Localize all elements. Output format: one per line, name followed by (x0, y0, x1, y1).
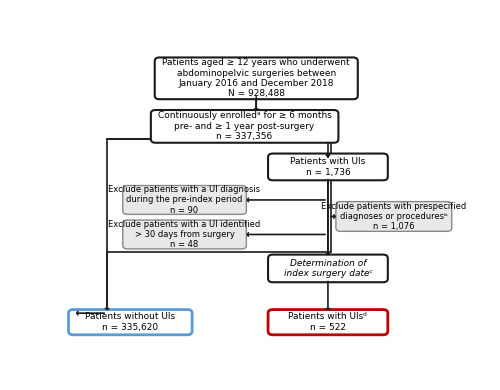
FancyBboxPatch shape (123, 186, 246, 214)
Text: Exclude patients with a UI diagnosis
during the pre-index period
n = 90: Exclude patients with a UI diagnosis dur… (108, 185, 260, 215)
Text: Determination of
index surgery dateᶜ: Determination of index surgery dateᶜ (284, 259, 372, 278)
Text: Exclude patients with a UI identified
> 30 days from surgery
n = 48: Exclude patients with a UI identified > … (108, 220, 260, 249)
Text: Patients with UIsᵈ
n = 522: Patients with UIsᵈ n = 522 (288, 312, 368, 332)
FancyBboxPatch shape (336, 202, 452, 231)
Text: Patients with UIs
n = 1,736: Patients with UIs n = 1,736 (290, 157, 366, 177)
FancyBboxPatch shape (151, 110, 338, 143)
FancyBboxPatch shape (68, 310, 192, 335)
FancyBboxPatch shape (268, 154, 388, 180)
Text: Patients without UIs
n = 335,620: Patients without UIs n = 335,620 (85, 312, 176, 332)
FancyBboxPatch shape (154, 57, 358, 99)
Text: Exclude patients with prespecified
diagnoses or proceduresᵇ
n = 1,076: Exclude patients with prespecified diagn… (321, 202, 466, 231)
Text: Continuously enrolledᵃ for ≥ 6 months
pre- and ≥ 1 year post-surgery
n = 337,356: Continuously enrolledᵃ for ≥ 6 months pr… (158, 112, 332, 141)
FancyBboxPatch shape (268, 310, 388, 335)
FancyBboxPatch shape (268, 255, 388, 282)
Text: Patients aged ≥ 12 years who underwent
abdominopelvic surgeries between
January : Patients aged ≥ 12 years who underwent a… (162, 58, 350, 98)
Bar (107, 139, 330, 252)
FancyBboxPatch shape (123, 220, 246, 249)
